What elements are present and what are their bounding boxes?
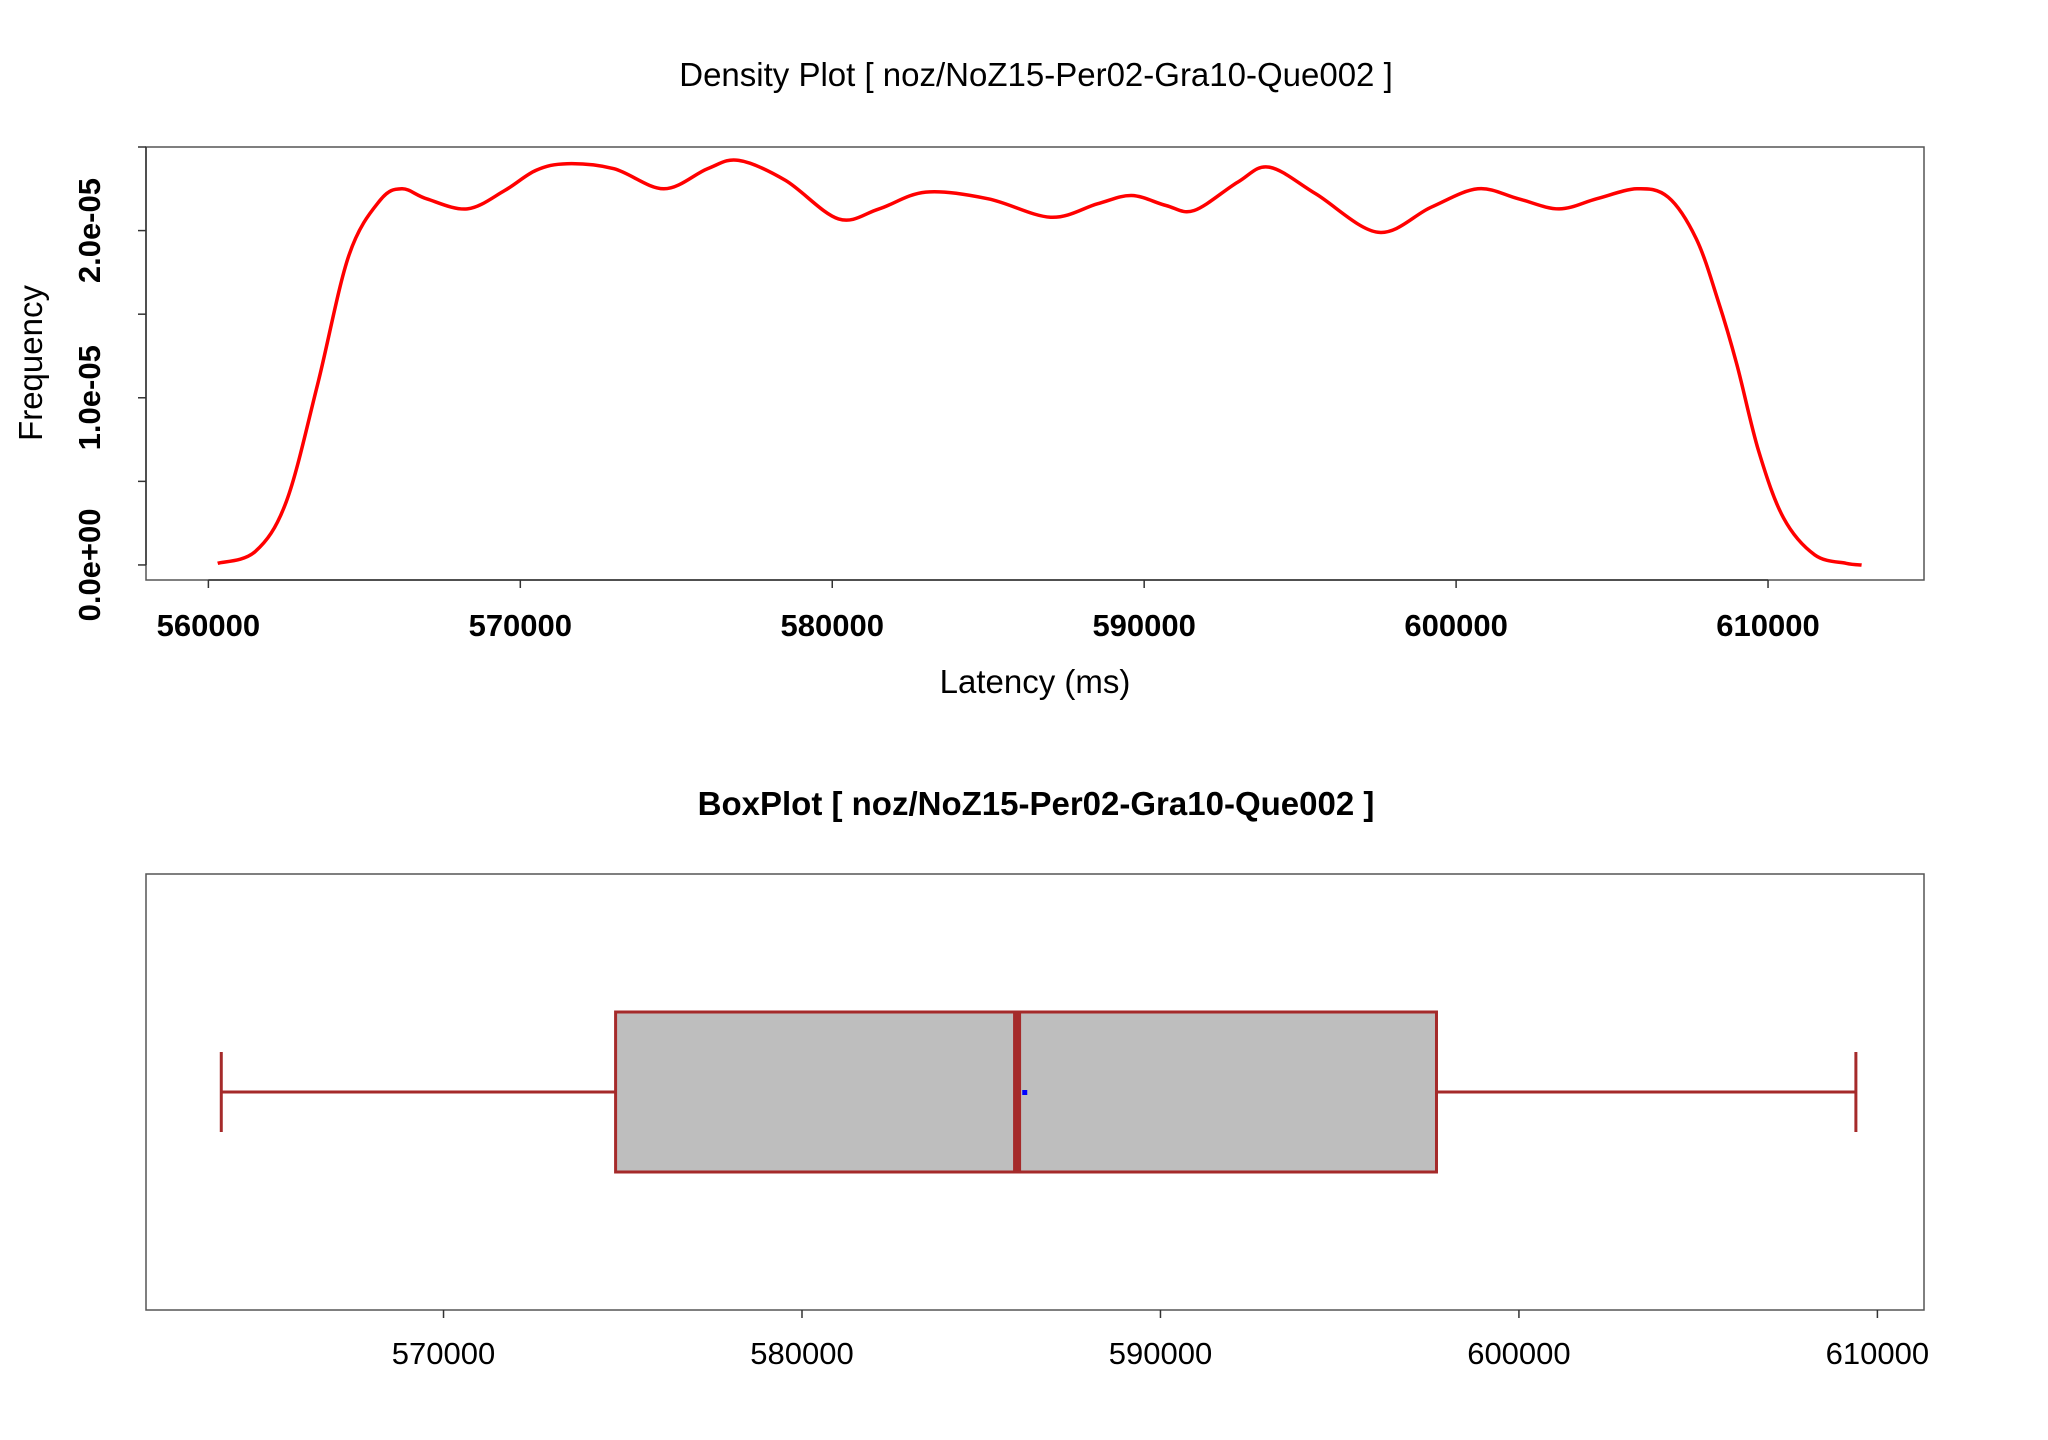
density-x-tick-label: 590000 [1092,608,1195,643]
box-plot: BoxPlot [ noz/NoZ15-Per02-Gra10-Que002 ]… [145,785,1929,1371]
density-y-label: Frequency [12,285,49,441]
density-title: Density Plot [ noz/NoZ15-Per02-Gra10-Que… [679,56,1393,93]
boxplot-x-tick-label: 580000 [750,1336,853,1371]
boxplot-x-tick-label: 600000 [1467,1336,1570,1371]
density-y-tick-label: 2.0e-05 [72,178,107,283]
density-x-tick-label: 580000 [781,608,884,643]
boxplot-frame [145,873,1925,1311]
mean-marker [1022,1090,1028,1095]
density-x-tick-label: 570000 [469,608,572,643]
boxplot-x-axis: 570000 580000 590000 600000 610000 [392,1310,1929,1371]
boxplot-x-tick-label: 570000 [392,1336,495,1371]
density-x-tick-label: 610000 [1716,608,1819,643]
boxplot-x-tick-label: 590000 [1109,1336,1212,1371]
density-curve [217,158,1862,567]
density-x-axis: 560000 570000 580000 590000 600000 610000 [157,579,1820,643]
density-x-label: Latency (ms) [940,663,1131,700]
density-y-tick-label: 0.0e+00 [72,508,107,621]
density-x-tick-label: 600000 [1404,608,1507,643]
density-frame [145,146,1925,581]
boxplot-x-tick-label: 610000 [1826,1336,1929,1371]
density-plot: Density Plot [ noz/NoZ15-Per02-Gra10-Que… [12,56,1925,700]
boxplot-title: BoxPlot [ noz/NoZ15-Per02-Gra10-Que002 ] [698,785,1375,822]
density-x-tick-label: 560000 [157,608,260,643]
density-y-axis: 0.0e+00 1.0e-05 2.0e-05 [72,146,147,621]
density-y-tick-label: 1.0e-05 [72,345,107,450]
